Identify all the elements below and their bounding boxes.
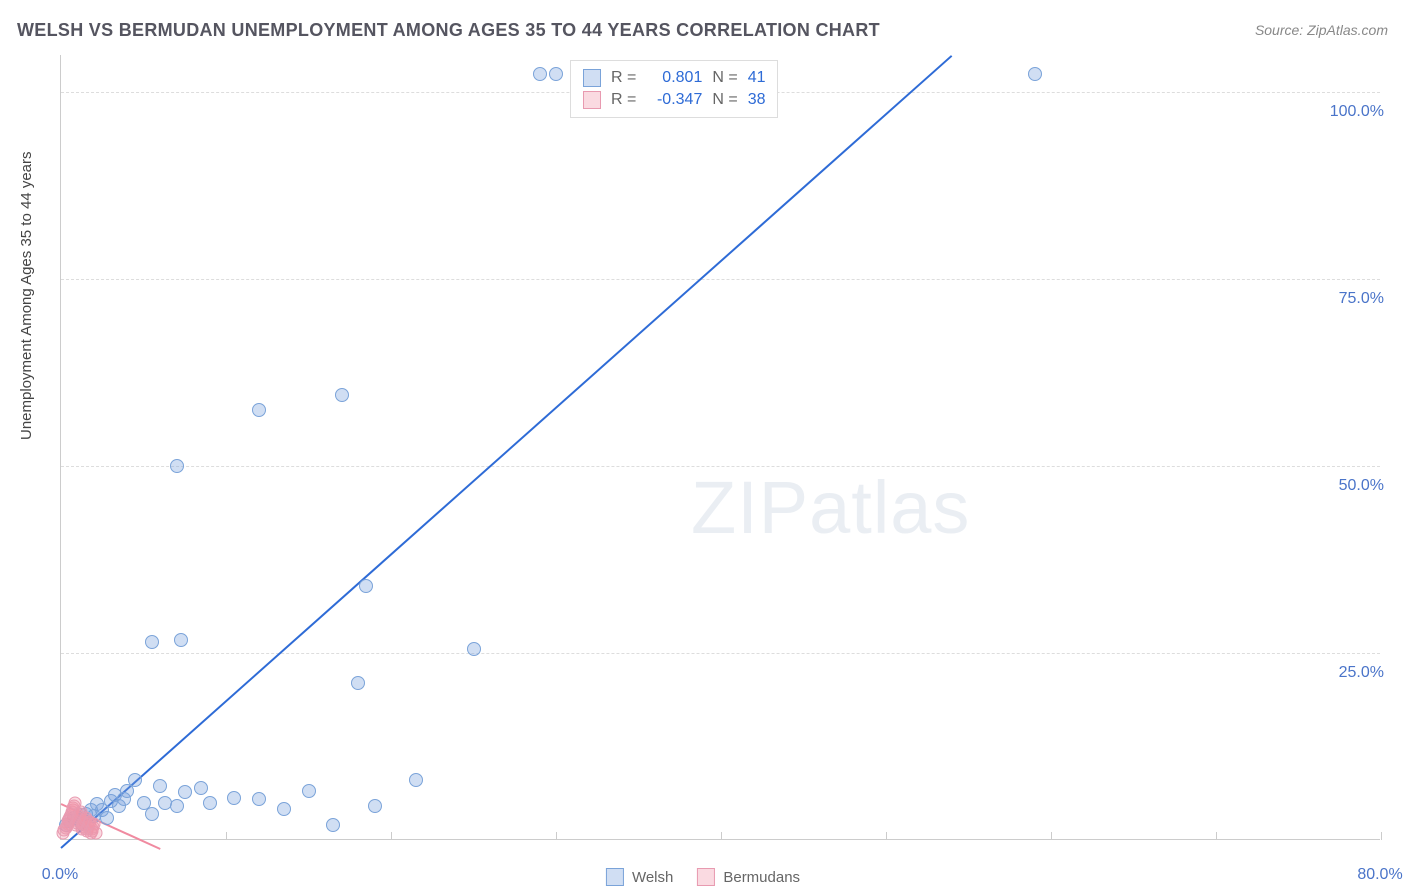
y-tick-label: 75.0%: [1339, 290, 1384, 308]
stats-r-value: -0.347: [646, 91, 702, 109]
legend-label: Bermudans: [723, 869, 800, 886]
stats-n-value: 41: [748, 69, 766, 87]
stats-row: R = -0.347 N = 38: [583, 89, 765, 111]
plot-area: ZIPatlas: [60, 55, 1380, 840]
scatter-point: [128, 773, 142, 787]
stats-box: R = 0.801 N = 41 R = -0.347 N = 38: [570, 60, 778, 118]
gridline-horizontal: [61, 653, 1380, 654]
x-tick-mark: [721, 832, 722, 840]
x-tick-mark: [556, 832, 557, 840]
stats-r-label: R =: [611, 91, 636, 109]
scatter-point: [409, 773, 423, 787]
scatter-point: [252, 403, 266, 417]
legend: Welsh Bermudans: [606, 868, 800, 886]
y-tick-label: 50.0%: [1339, 477, 1384, 495]
legend-item: Welsh: [606, 868, 673, 886]
x-tick-mark: [226, 832, 227, 840]
watermark-light: atlas: [809, 466, 970, 549]
legend-swatch: [697, 868, 715, 886]
scatter-point: [153, 779, 167, 793]
scatter-point: [368, 799, 382, 813]
scatter-point: [335, 388, 349, 402]
y-tick-label: 100.0%: [1330, 103, 1384, 121]
x-tick-label: 0.0%: [42, 866, 78, 884]
x-tick-mark: [886, 832, 887, 840]
scatter-point: [467, 642, 481, 656]
scatter-point: [1028, 67, 1042, 81]
gridline-horizontal: [61, 279, 1380, 280]
x-tick-mark: [1216, 832, 1217, 840]
scatter-point: [145, 635, 159, 649]
stats-r-label: R =: [611, 69, 636, 87]
scatter-point: [174, 633, 188, 647]
watermark: ZIPatlas: [691, 465, 970, 550]
trend-line: [60, 55, 952, 849]
legend-swatch: [606, 868, 624, 886]
stats-r-value: 0.801: [646, 69, 702, 87]
scatter-point: [203, 796, 217, 810]
scatter-point: [549, 67, 563, 81]
x-tick-mark: [1051, 832, 1052, 840]
stats-swatch: [583, 91, 601, 109]
stats-swatch: [583, 69, 601, 87]
x-tick-mark: [391, 832, 392, 840]
stats-n-value: 38: [748, 91, 766, 109]
legend-label: Welsh: [632, 869, 673, 886]
scatter-point: [277, 802, 291, 816]
scatter-point: [170, 799, 184, 813]
legend-item: Bermudans: [697, 868, 800, 886]
y-tick-label: 25.0%: [1339, 664, 1384, 682]
scatter-point: [533, 67, 547, 81]
scatter-point: [252, 792, 266, 806]
x-tick-label: 80.0%: [1357, 866, 1402, 884]
gridline-horizontal: [61, 466, 1380, 467]
stats-n-label: N =: [712, 91, 737, 109]
chart-title: WELSH VS BERMUDAN UNEMPLOYMENT AMONG AGE…: [17, 20, 880, 41]
scatter-point: [351, 676, 365, 690]
watermark-bold: ZIP: [691, 466, 809, 549]
scatter-point: [227, 791, 241, 805]
scatter-point: [145, 807, 159, 821]
stats-row: R = 0.801 N = 41: [583, 67, 765, 89]
scatter-point: [170, 459, 184, 473]
scatter-point: [302, 784, 316, 798]
scatter-point: [194, 781, 208, 795]
x-tick-mark: [1381, 832, 1382, 840]
scatter-point: [359, 579, 373, 593]
scatter-point: [326, 818, 340, 832]
scatter-point: [100, 811, 114, 825]
source-attribution: Source: ZipAtlas.com: [1255, 22, 1388, 38]
scatter-point: [178, 785, 192, 799]
stats-n-label: N =: [712, 69, 737, 87]
scatter-point: [89, 826, 102, 839]
y-axis-label: Unemployment Among Ages 35 to 44 years: [18, 151, 35, 440]
